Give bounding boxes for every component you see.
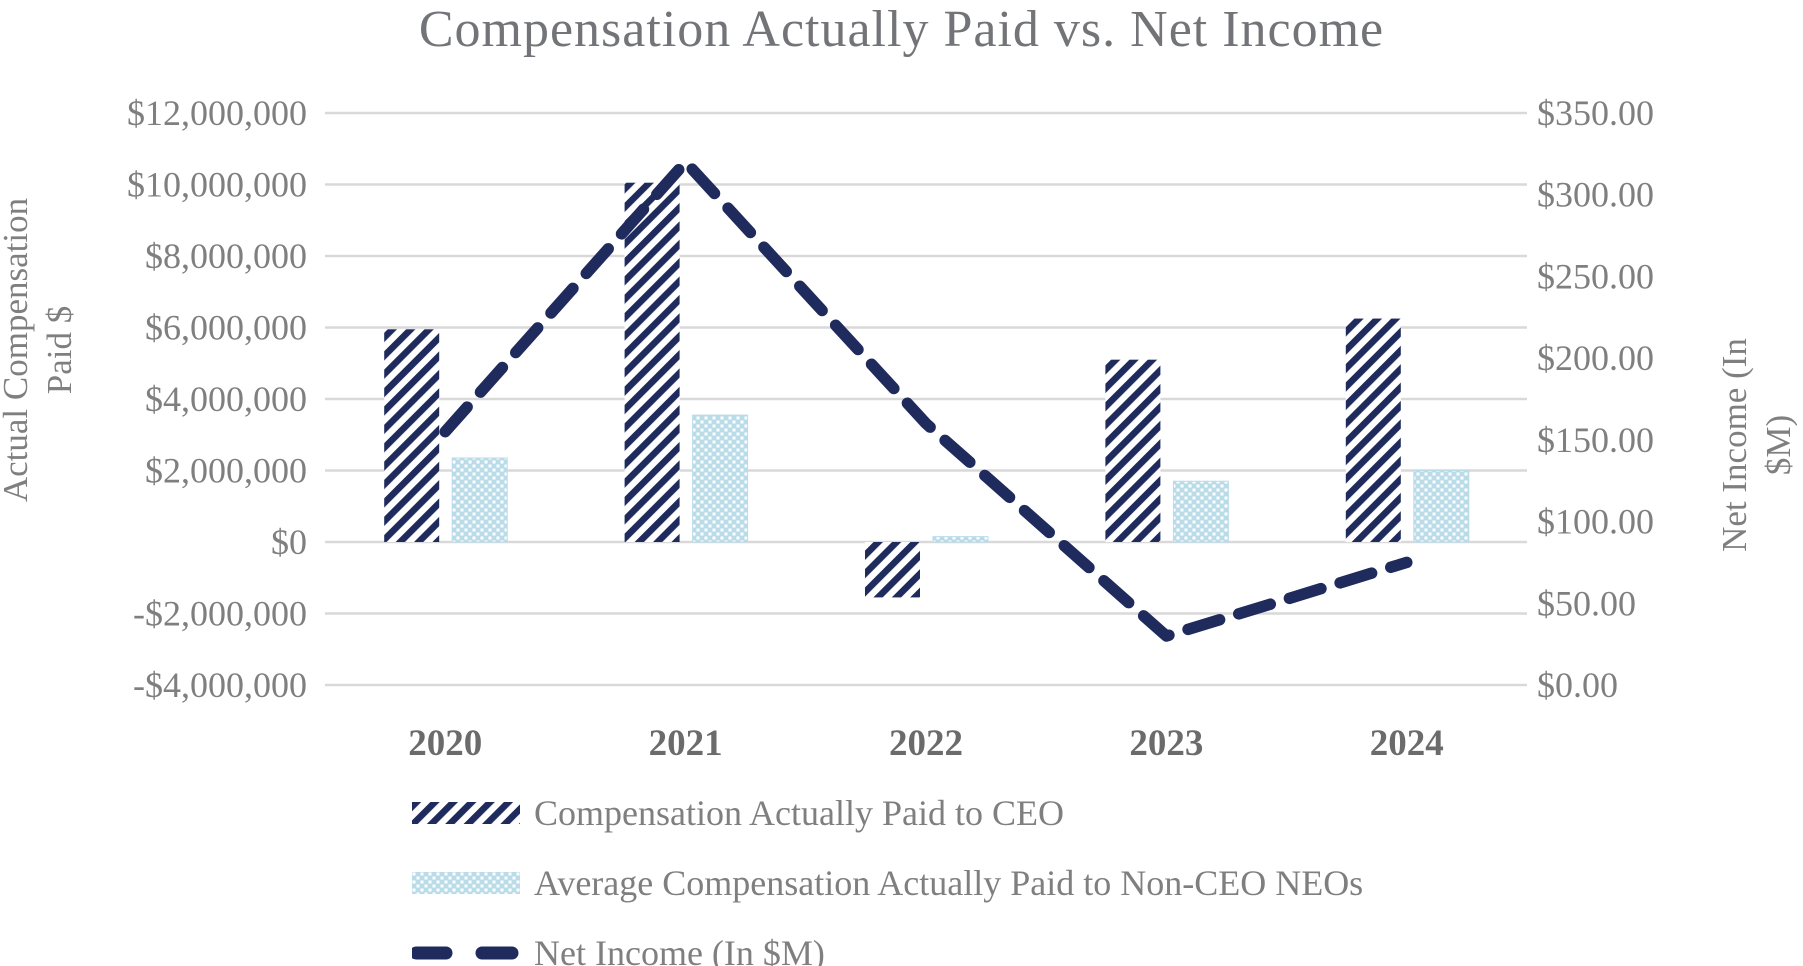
bar-neo-2023	[1172, 480, 1229, 543]
legend-label-neo: Average Compensation Actually Paid to No…	[534, 863, 1364, 903]
bar-neo-2020	[451, 457, 508, 543]
right-axis-tick: $100.00	[1537, 502, 1654, 542]
right-axis-tick: $0.00	[1537, 665, 1618, 705]
neo-dots-swatch	[412, 872, 520, 894]
net-income-dash-swatch	[412, 946, 520, 960]
left-axis-tick: $6,000,000	[145, 308, 307, 348]
right-axis-tick: $300.00	[1537, 175, 1654, 215]
left-axis-tick: $8,000,000	[145, 236, 307, 276]
right-axis-tick: $50.00	[1537, 583, 1636, 623]
net-income-line	[439, 156, 1413, 642]
legend-label-ceo: Compensation Actually Paid to CEO	[534, 793, 1064, 833]
legend-item-neo: Average Compensation Actually Paid to No…	[412, 859, 1363, 907]
bar-ceo-2023	[1105, 359, 1161, 542]
left-axis-tick: -$2,000,000	[133, 594, 307, 634]
x-axis-label-2021: 2021	[649, 723, 723, 764]
left-axis-tick: -$4,000,000	[133, 665, 307, 705]
right-axis-tick: $150.00	[1537, 420, 1654, 460]
x-axis-labels: 2020 2021 2022 2023 2024	[408, 723, 1444, 764]
bar-neo-2024	[1413, 470, 1470, 543]
x-axis-label-2022: 2022	[889, 723, 963, 764]
bar-ceo-2024	[1345, 318, 1401, 542]
chart-title: Compensation Actually Paid vs. Net Incom…	[418, 1, 1385, 58]
right-axis-tick: $250.00	[1537, 256, 1654, 296]
bar-series	[384, 182, 1470, 598]
legend-item-ceo: Compensation Actually Paid to CEO	[412, 789, 1363, 837]
left-axis-tick: $0	[271, 522, 307, 562]
bar-ceo-2021	[624, 182, 680, 542]
bar-ceo-2020	[384, 329, 440, 542]
left-axis-tick: $2,000,000	[145, 451, 307, 491]
ceo-hatch-swatch	[412, 802, 520, 824]
legend: Compensation Actually Paid to CEO Averag…	[412, 789, 1363, 966]
bar-neo-2022	[932, 536, 989, 543]
x-axis-label-2020: 2020	[408, 723, 482, 764]
bar-neo-2021	[692, 414, 749, 543]
left-axis-tick: $10,000,000	[127, 165, 307, 205]
left-axis-tick: $4,000,000	[145, 379, 307, 419]
right-axis-tick: $200.00	[1537, 338, 1654, 378]
net-income-line-path	[439, 156, 1413, 642]
x-axis-label-2024: 2024	[1370, 723, 1444, 764]
x-axis-label-2023: 2023	[1129, 723, 1203, 764]
legend-item-net-income: Net Income (In $M)	[412, 929, 1363, 966]
right-axis-ticks: $350.00 $300.00 $250.00 $200.00 $150.00 $100.…	[1537, 93, 1654, 705]
right-axis-tick: $350.00	[1537, 93, 1654, 133]
legend-label-net-income: Net Income (In $M)	[534, 933, 825, 966]
left-axis-ticks: $12,000,000 $10,000,000 $8,000,000 $6,000,0…	[127, 93, 307, 705]
left-axis-tick: $12,000,000	[127, 93, 307, 133]
bar-ceo-2022	[865, 542, 920, 598]
gridlines	[325, 111, 1527, 687]
